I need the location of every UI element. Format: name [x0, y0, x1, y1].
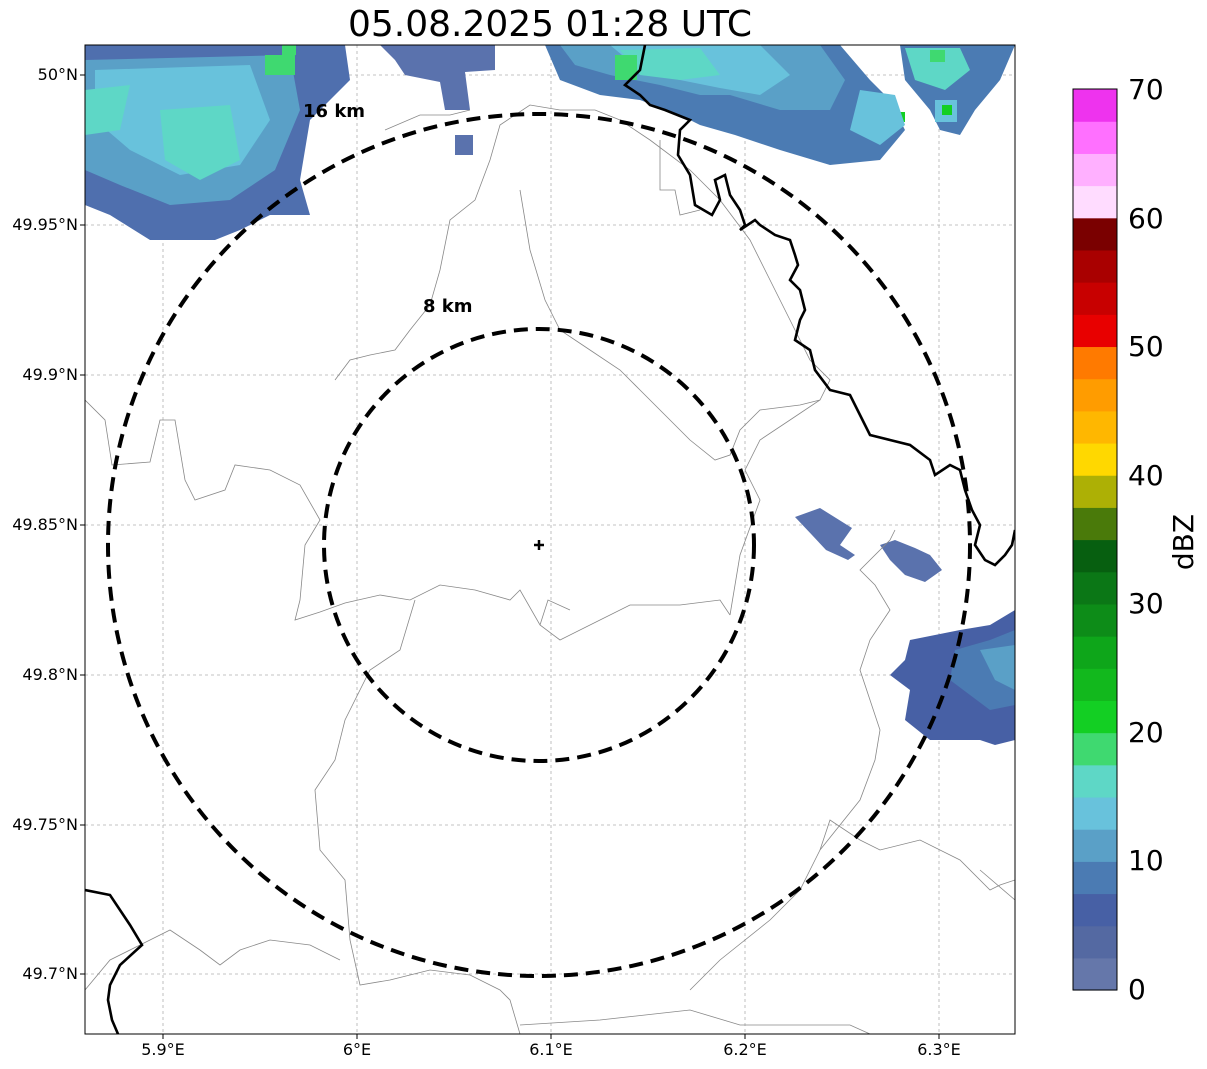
- lat-tick-label: 49.85°N: [12, 515, 78, 534]
- colorbar-segment: [1073, 668, 1117, 701]
- colorbar-segment: [1073, 571, 1117, 605]
- colorbar-segment: [1073, 636, 1117, 669]
- lat-tick-label: 49.75°N: [12, 815, 78, 834]
- lon-tick-label: 6.3°E: [917, 1040, 961, 1059]
- lon-tick-label: 5.9°E: [141, 1040, 185, 1059]
- ring-16km: [106, 112, 972, 978]
- lat-tick-label: 49.8°N: [22, 665, 78, 684]
- colorbar-segment: [1073, 925, 1117, 959]
- colorbar-segment: [1073, 829, 1117, 862]
- radar-echo-northwest: [85, 45, 495, 240]
- colorbar-segment: [1073, 732, 1117, 766]
- range-rings: [106, 112, 972, 978]
- colorbar-segment: [1073, 314, 1117, 348]
- colorbar-tick-label: 60: [1128, 202, 1164, 235]
- colorbar-segment: [1073, 539, 1117, 573]
- lon-tick-label: 6.1°E: [529, 1040, 573, 1059]
- lon-tick-label: 6°E: [342, 1040, 372, 1059]
- colorbar-segment: [1073, 764, 1117, 798]
- ring-8km: [322, 327, 756, 763]
- lat-tick-label: 50°N: [37, 65, 78, 84]
- plot-frame: [84, 44, 1016, 1035]
- colorbar-tick-label: 30: [1128, 587, 1164, 620]
- colorbar-tick-label: 20: [1128, 716, 1164, 749]
- colorbar-segment: [1073, 410, 1117, 444]
- colorbar-frame: [1072, 88, 1118, 991]
- colorbar-segment: [1073, 861, 1117, 895]
- colorbar-segment: [1073, 442, 1117, 476]
- colorbar-segment: [1073, 378, 1117, 412]
- colorbar: [1073, 89, 1117, 991]
- colorbar-tick-label: 10: [1128, 844, 1164, 877]
- colorbar-segment: [1073, 796, 1117, 830]
- colorbar-segment: [1073, 603, 1117, 637]
- colorbar-label: dBZ: [1167, 513, 1200, 571]
- colorbar-tick-label: 40: [1128, 459, 1164, 492]
- lat-tick-label: 49.95°N: [12, 215, 78, 234]
- colorbar-segment: [1073, 217, 1117, 251]
- radar-echo-northeast: [545, 45, 1015, 165]
- colorbar-segment: [1073, 153, 1117, 187]
- colorbar-segment: [1073, 249, 1117, 283]
- lon-tick-label: 6.2°E: [723, 1040, 767, 1059]
- ring-8km-label: 8 km: [423, 296, 473, 317]
- radar-site-marker: [534, 540, 544, 550]
- colorbar-segment: [1073, 121, 1117, 154]
- radar-echo-east-small: [795, 508, 942, 582]
- lat-tick-label: 49.9°N: [22, 365, 78, 384]
- colorbar-segment: [1073, 893, 1117, 927]
- colorbar-segment: [1073, 346, 1117, 380]
- colorbar-segment: [1073, 957, 1117, 991]
- colorbar-segment: [1073, 700, 1117, 734]
- radar-echo-southeast: [890, 610, 1015, 745]
- colorbar-segment: [1073, 185, 1117, 219]
- colorbar-segment: [1073, 282, 1117, 315]
- ring-16km-label: 16 km: [303, 101, 365, 122]
- map-title: 05.08.2025 01:28 UTC: [347, 4, 753, 45]
- colorbar-tick-label: 50: [1128, 330, 1164, 363]
- lat-tick-label: 49.7°N: [22, 964, 78, 983]
- admin-borders: [85, 104, 1015, 1034]
- colorbar-tick-label: 0: [1128, 973, 1146, 1006]
- country-borders: [85, 45, 1015, 1034]
- colorbar-segment: [1073, 89, 1117, 122]
- colorbar-tick-label: 70: [1128, 73, 1164, 106]
- colorbar-segment: [1073, 475, 1117, 508]
- colorbar-segment: [1073, 507, 1117, 541]
